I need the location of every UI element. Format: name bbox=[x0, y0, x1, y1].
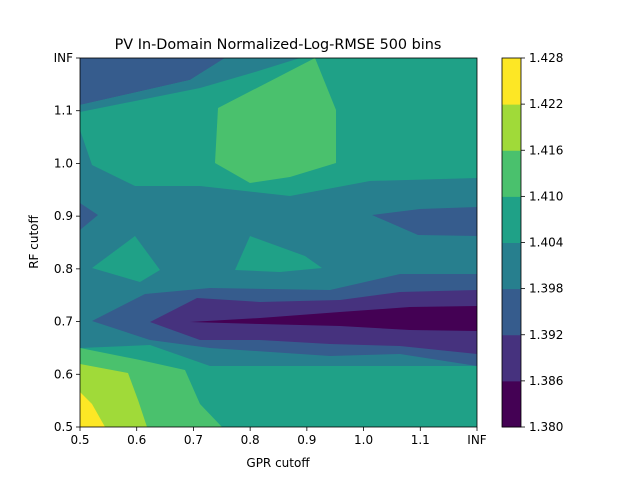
contour-band-1398-1404-top bbox=[80, 58, 300, 112]
plot-frame bbox=[79, 57, 478, 428]
x-axis-label: GPR cutoff bbox=[246, 456, 310, 470]
contour-band-1422-1428 bbox=[80, 392, 105, 427]
x-tick-label: 0.9 bbox=[297, 433, 316, 447]
y-tick-label: 0.5 bbox=[54, 420, 73, 434]
contour-band-1416-1422 bbox=[80, 364, 147, 427]
colorbar-tick-label: 1.404 bbox=[529, 236, 563, 250]
colorbar bbox=[501, 57, 522, 428]
colorbar-segment bbox=[502, 334, 521, 382]
y-tick-label: 0.8 bbox=[54, 262, 73, 276]
x-tick-label: 1.0 bbox=[354, 433, 373, 447]
colorbar-tick-label: 1.392 bbox=[529, 328, 563, 342]
contour-band-1380-1386 bbox=[190, 306, 477, 331]
contour-band-1404-1410-blob-b bbox=[235, 236, 322, 272]
colorbar-ticks: 1.380 1.386 1.392 1.398 1.404 1.410 1.416 1.422… bbox=[521, 51, 563, 434]
chart-title: PV In-Domain Normalized-Log-RMSE 500 bin… bbox=[115, 37, 442, 53]
y-tick-label: 1.0 bbox=[54, 156, 73, 170]
y-tick-label: 0.6 bbox=[54, 367, 73, 381]
colorbar-segment bbox=[502, 150, 521, 197]
contour-band-1410-1416-upper bbox=[215, 58, 336, 183]
y-axis-label: RF cutoff bbox=[27, 214, 41, 268]
contour-band-1392-1398-top bbox=[80, 58, 225, 105]
colorbar-segment bbox=[502, 288, 521, 336]
x-tick-label: 1.1 bbox=[411, 433, 430, 447]
colorbar-segment bbox=[502, 196, 521, 243]
contour-plot-area bbox=[80, 58, 477, 427]
colorbar-segment bbox=[502, 104, 521, 151]
x-axis-ticks: 0.5 0.6 0.7 0.8 0.9 1.0 1.1 INF bbox=[70, 427, 487, 447]
colorbar-tick-label: 1.428 bbox=[529, 51, 563, 65]
x-tick-label: 0.6 bbox=[127, 433, 146, 447]
x-tick-label: 0.8 bbox=[241, 433, 260, 447]
y-tick-label: 1.1 bbox=[54, 104, 73, 118]
colorbar-tick-label: 1.410 bbox=[529, 189, 563, 203]
contour-band-1404-1410-blob-a bbox=[92, 236, 160, 282]
colorbar-segment bbox=[502, 380, 521, 428]
contour-band-1392-1398-left-notch bbox=[80, 203, 98, 230]
colorbar-tick-label: 1.398 bbox=[529, 282, 563, 296]
colorbar-tick-label: 1.386 bbox=[529, 374, 563, 388]
x-tick-label: 0.7 bbox=[184, 433, 203, 447]
y-tick-label: 0.9 bbox=[54, 209, 73, 223]
y-tick-label: 0.7 bbox=[54, 315, 73, 329]
contour-band-1392-1398-right-notch bbox=[372, 207, 477, 236]
y-tick-label: INF bbox=[54, 51, 74, 65]
colorbar-tick-label: 1.416 bbox=[529, 143, 563, 157]
x-tick-label: INF bbox=[467, 433, 487, 447]
colorbar-segment bbox=[502, 58, 521, 105]
colorbar-tick-label: 1.422 bbox=[529, 97, 563, 111]
colorbar-segment bbox=[502, 242, 521, 290]
y-axis-ticks: 0.5 0.6 0.7 0.8 0.9 1.0 1.1 INF bbox=[54, 51, 80, 434]
colorbar-tick-label: 1.380 bbox=[529, 420, 563, 434]
x-tick-label: 0.5 bbox=[70, 433, 89, 447]
